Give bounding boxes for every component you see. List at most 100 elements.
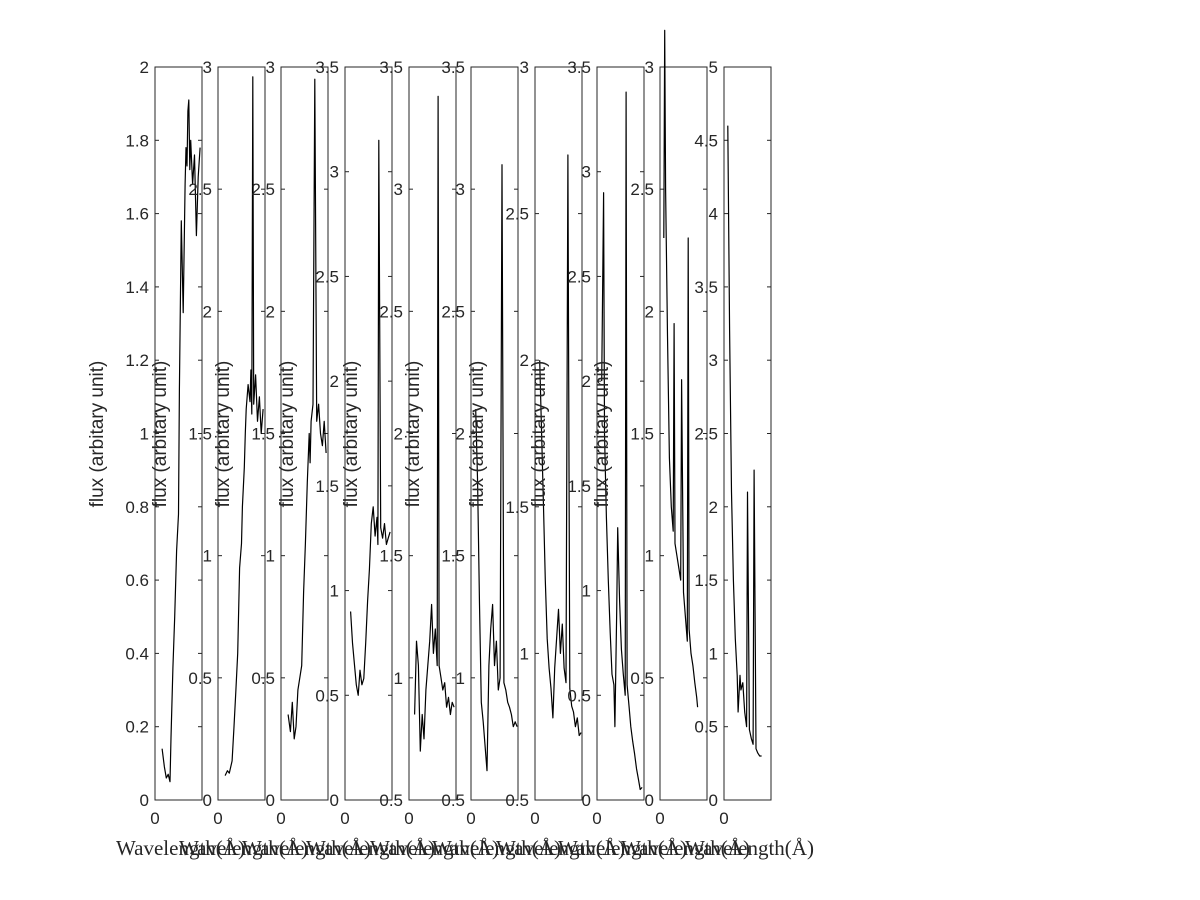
y-tick-label: 3.5	[567, 58, 591, 77]
x-axis-label: Wavelength(Å)	[306, 836, 435, 860]
x-tick-label: 0	[404, 809, 413, 828]
y-tick-label: 0	[203, 791, 212, 810]
y-tick-label: 1	[140, 425, 149, 444]
y-tick-label: 0	[709, 791, 718, 810]
y-tick-label: 4	[709, 205, 718, 224]
y-tick-label: 2.5	[251, 180, 275, 199]
y-axis-label: flux (arbitary unit)	[213, 361, 234, 508]
panel-5: 0.5 1 1.5 2 2.5 3 3.5 0 flux (arbitary unit) Wave…	[341, 58, 499, 860]
x-tick-label: 0	[655, 809, 664, 828]
y-tick-label: 1.2	[125, 351, 149, 370]
y-tick-label: 2	[203, 302, 212, 321]
panel-6: 0.5 1 1.5 2 2.5 3 3.5 0 flux (arbitary unit) Wave…	[403, 58, 561, 860]
y-tick-label: 2.5	[630, 180, 654, 199]
y-tick-label: 1.5	[251, 425, 275, 444]
x-tick-label: 0	[592, 809, 601, 828]
x-axis-label: Wavelength(Å)	[496, 836, 625, 860]
x-axis-label: Wavelength(Å)	[370, 836, 499, 860]
y-tick-label: 1.5	[567, 477, 591, 496]
y-tick-label: 2	[582, 372, 591, 391]
y-tick-label: 0.2	[125, 718, 149, 737]
panel-7: 0.5 1 1.5 2 2.5 3 0 flux (arbitary unit) Wavelen…	[467, 58, 625, 860]
y-tick-label: 1	[582, 582, 591, 601]
y-tick-label: 0.5	[694, 718, 718, 737]
y-tick-label: 1	[203, 547, 212, 566]
panel-9: 0 0.5 1 1.5 2 2.5 3 0 flux (arbitary unit) Wavele…	[592, 29, 750, 860]
y-tick-label: 1.5	[188, 425, 212, 444]
y-tick-label: 1	[456, 669, 465, 688]
y-tick-label: 1.6	[125, 205, 149, 224]
x-axis-label: Wavelength(Å)	[179, 836, 308, 860]
y-tick-label: 2	[520, 351, 529, 370]
y-axis-label: flux (arbitary unit)	[592, 361, 613, 508]
x-axis-label: Wavelength(Å)	[685, 836, 814, 860]
x-axis-label: Wavelength(Å)	[558, 836, 687, 860]
y-tick-label: 0	[266, 791, 275, 810]
y-tick-label: 3.5	[379, 58, 403, 77]
y-tick-label: 3.5	[694, 278, 718, 297]
x-tick-label: 0	[466, 809, 475, 828]
y-tick-label: 2	[709, 498, 718, 517]
y-axis-label: flux (arbitary unit)	[403, 361, 424, 508]
y-axis-label: flux (arbitary unit)	[529, 361, 550, 508]
y-tick-label: 3	[456, 180, 465, 199]
y-tick-label: 2.5	[188, 180, 212, 199]
panel-2: 0 0.5 1 1.5 2 2.5 3 0 flux (arbitary unit) Wavele…	[150, 58, 308, 860]
panel-frame	[534, 66, 583, 801]
y-axis-label: flux (arbitary unit)	[341, 361, 362, 508]
y-tick-label: 0	[645, 791, 654, 810]
panel-10: 0 0.5 1 1.5 2 2.5 3 3.5 4 4.5 5 0 Wavelength(Å)	[685, 58, 814, 860]
y-tick-label: 0.6	[125, 571, 149, 590]
y-tick-label: 2.5	[694, 425, 718, 444]
y-tick-label: 0.5	[315, 686, 339, 705]
x-axis-label: Wavelength(Å)	[432, 836, 561, 860]
y-tick-label: 2	[394, 425, 403, 444]
y-tick-label: 3.5	[315, 58, 339, 77]
y-tick-label: 1.5	[505, 498, 529, 517]
y-tick-label: 1.8	[125, 131, 149, 150]
x-axis-label: Wavelength(Å)	[116, 836, 245, 860]
y-axis-label: flux (arbitary unit)	[150, 361, 171, 508]
spectrum-line	[287, 78, 327, 740]
panel-frame	[470, 66, 519, 801]
panel-8: 0 0.5 1 1.5 2 2.5 3 3.5 0 flux (arbitary unit) Wav…	[529, 58, 687, 860]
y-tick-label: 0	[140, 791, 149, 810]
y-tick-label: 0.5	[251, 669, 275, 688]
y-tick-label: 3	[394, 180, 403, 199]
spectrum-line	[224, 76, 264, 776]
y-axis-label: flux (arbitary unit)	[87, 361, 108, 508]
y-tick-label: 1.5	[379, 547, 403, 566]
x-tick-label: 0	[530, 809, 539, 828]
spectrum-line	[727, 125, 762, 757]
y-tick-label: 3	[645, 58, 654, 77]
x-tick-label: 0	[340, 809, 349, 828]
y-tick-label: 1	[709, 644, 718, 663]
y-axis-label: flux (arbitary unit)	[277, 361, 298, 508]
y-tick-label: 2	[266, 302, 275, 321]
y-tick-label: 0.8	[125, 498, 149, 517]
y-tick-label: 1	[394, 669, 403, 688]
y-tick-label: 2	[330, 372, 339, 391]
y-tick-label: 0.5	[630, 669, 654, 688]
y-tick-label: 0.5	[441, 791, 465, 810]
y-tick-label: 1	[266, 547, 275, 566]
x-axis-label: Wavelength(Å)	[621, 836, 750, 860]
spectrum-line	[414, 95, 455, 752]
y-tick-label: 3.5	[441, 58, 465, 77]
y-tick-label: 0.5	[567, 686, 591, 705]
y-tick-label: 2	[456, 425, 465, 444]
y-tick-label: 1.5	[694, 571, 718, 590]
y-tick-label: 1	[330, 582, 339, 601]
panel-frame	[659, 66, 708, 801]
y-tick-label: 3	[520, 58, 529, 77]
x-tick-label: 0	[719, 809, 728, 828]
y-tick-label: 3	[266, 58, 275, 77]
spectrum-line	[539, 154, 582, 737]
y-tick-label: 0.5	[379, 791, 403, 810]
y-tick-label: 5	[709, 58, 718, 77]
y-tick-label: 4.5	[694, 131, 718, 150]
y-tick-label: 0	[582, 791, 591, 810]
x-tick-label: 0	[150, 809, 159, 828]
